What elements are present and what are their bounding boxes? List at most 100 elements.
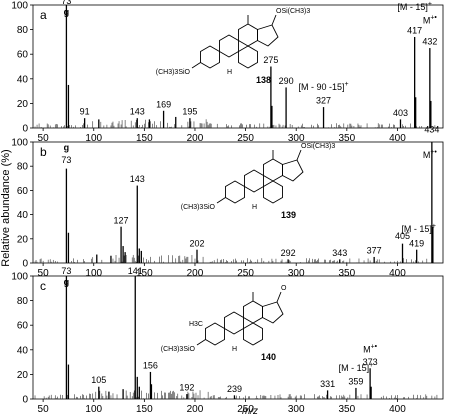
substituent-bond [296,149,302,161]
peak-label: 195 [182,107,197,117]
peak-label: 143 [130,174,145,184]
y-tick-label: 100 [11,1,28,12]
peak-label: M+• [363,343,378,354]
peak-label: 405 [395,231,410,241]
peak-label: 292 [281,248,296,258]
substituent-bond [271,14,277,26]
y-tick-label: 60 [17,50,29,61]
ring-c [243,322,263,346]
peak-label: 275 [263,55,278,65]
y-tick-label: 100 [11,272,28,283]
ring-c [238,45,258,69]
steroid-structure: OSi(CH3)3 (CH3)3SiO H 139 [181,143,336,220]
x-tick-label: 100 [85,404,102,415]
x-tick-label: 100 [85,268,102,279]
peak-label: 169 [156,99,171,109]
peak-label: 432 [422,37,437,47]
peak-label: 343 [332,248,347,258]
peak-label: 143 [130,107,145,117]
ring-a [200,45,220,69]
ring-b [224,311,244,335]
peak-label: [M - 90 -15]+ [298,81,348,92]
peak-label: 327 [316,96,331,106]
x-tick-label: 400 [389,404,406,415]
x-tick-label: 150 [136,133,153,144]
ring-c-top [238,23,258,47]
substituent-bond [216,197,226,204]
ring-b [244,169,264,193]
h-label: H [252,204,257,211]
plot-frame [32,141,444,264]
substituent-bond [196,339,206,346]
panel-label: a [40,8,47,22]
peak-label: g [64,143,70,153]
y-tick-label: 20 [17,370,29,381]
peak-label: 73 [61,266,71,276]
x-tick-label: 300 [288,268,305,279]
y-tick-label: 100 [11,138,28,149]
x-tick-label: 50 [38,268,50,279]
peak-label: [M - 15]+ [397,1,432,12]
methyl-substituent-label: H3C [189,321,203,328]
ring-d [257,24,279,47]
compound-number: 138 [256,75,271,85]
x-tick-label: 100 [85,133,102,144]
spectrum-panel: c 0 20 40 60 80 100 50 100 150 200 250 300 350 400 73g 1… [11,266,444,415]
peak-label: 417 [407,26,422,36]
x-tick-label: 300 [288,133,305,144]
panel-label: b [40,145,47,159]
panel-label: c [40,279,46,293]
compound-number: 139 [281,210,296,220]
y-tick-label: 20 [17,234,29,245]
ring-c-top [243,300,263,324]
x-tick-label: 250 [237,133,254,144]
peak-label: 403 [393,108,408,118]
x-tick-label: 350 [338,268,355,279]
x-tick-label: 350 [338,404,355,415]
x-tick-label: 300 [288,404,305,415]
top-substituent-label: OSi(CH3)3 [301,143,335,150]
x-tick-label: 200 [187,133,204,144]
ring-b [219,34,239,58]
x-tick-label: 250 [237,404,254,415]
h-label: H [227,69,232,76]
h-label: H [232,346,237,353]
peak-label: 434 [424,125,439,135]
peak-label: 331 [320,379,335,389]
peak-label: g [64,7,70,17]
peak-label: 91 [80,107,90,117]
peak-label: 73 [61,0,71,6]
steroid-structure: OSi(CH3)3 (CH3)3SiO H 138 [156,8,311,85]
substituent-bond [276,291,282,303]
ring-c [263,180,283,204]
peak-label: 105 [91,375,106,385]
x-tick-label: 150 [136,404,153,415]
peak-label: M+• [423,149,438,160]
x-tick-label: 200 [187,404,204,415]
top-substituent-label: O [281,285,287,292]
y-axis-label: Relative abundance (%) [0,149,12,266]
peak-label: M+• [423,15,438,26]
compound-number: 140 [261,352,276,362]
spectrum-panel: b 0 20 40 60 80 100 50 100 150 200 250 300 350 400 g 73 1… [11,125,444,279]
x-tick-label: 50 [38,404,50,415]
peak-label: [M - 15]+ [339,362,374,373]
ring-a [205,322,225,346]
left-substituent-label: (CH3)3SiO [156,69,191,76]
peak-label: 377 [367,246,382,256]
ring-a [225,180,245,204]
left-substituent-label: (CH3)3SiO [161,346,196,353]
peak-label: g [64,277,70,287]
peak-label: 141 [128,266,143,276]
steroid-structure: O (CH3)3SiO H 140 H3C [161,285,287,362]
ring-d [262,301,284,324]
plot-frame [32,4,444,129]
peak-label: 290 [279,76,294,86]
peak-label: [M - 15]+ [401,223,436,234]
x-tick-label: 200 [187,268,204,279]
ring-d [282,159,304,182]
ring-c-top [263,158,283,182]
x-tick-label: 350 [338,133,355,144]
peak-label: 156 [143,360,158,370]
